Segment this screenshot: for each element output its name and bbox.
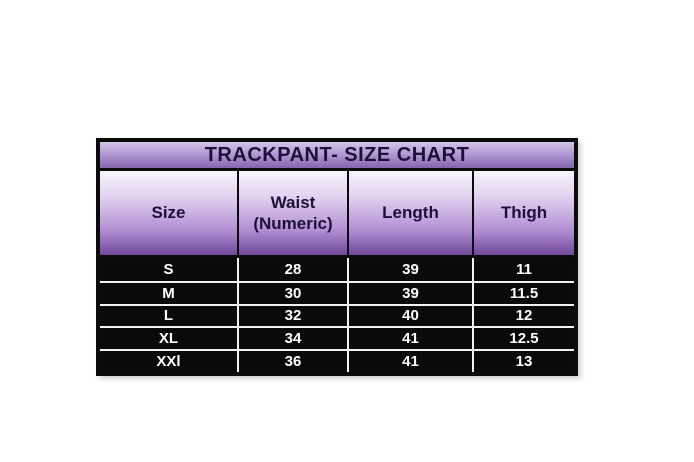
cell-size: XXl xyxy=(156,353,181,371)
cell-size: M xyxy=(162,284,175,302)
table-row: XXl 36 41 13 xyxy=(100,349,574,372)
column-header-length: Length xyxy=(347,171,472,255)
table-body: S 28 39 11 M 30 39 11.5 L 32 40 12 XL 34… xyxy=(100,258,574,372)
cell-thigh: 11 xyxy=(472,258,574,281)
table-row: XL 34 41 12.5 xyxy=(100,326,574,350)
size-chart-table: TRACKPANT- SIZE CHART Size Waist (Numeri… xyxy=(96,138,578,376)
table-row: S 28 39 11 xyxy=(100,258,574,281)
size-chart-title: TRACKPANT- SIZE CHART xyxy=(100,142,574,171)
column-header-thigh: Thigh xyxy=(472,171,574,255)
table-header-row: Size Waist (Numeric) Length Thigh xyxy=(100,171,574,258)
column-header-waist: Waist (Numeric) xyxy=(237,171,347,255)
cell-size: L xyxy=(163,307,174,325)
cell-length: 41 xyxy=(347,351,472,372)
cell-thigh: 11.5 xyxy=(472,282,574,304)
cell-length: 40 xyxy=(347,305,472,327)
cell-length: 39 xyxy=(347,258,472,281)
cell-size: S xyxy=(163,260,174,278)
cell-waist: 28 xyxy=(237,258,347,281)
table-row: M 30 39 11.5 xyxy=(100,280,574,304)
cell-thigh: 12.5 xyxy=(472,328,574,350)
cell-waist: 34 xyxy=(237,328,347,350)
cell-thigh: 12 xyxy=(472,305,574,327)
cell-length: 39 xyxy=(347,282,472,304)
cell-waist: 36 xyxy=(237,351,347,372)
column-header-size: Size xyxy=(151,203,186,223)
cell-waist: 30 xyxy=(237,282,347,304)
cell-size: XL xyxy=(158,330,179,348)
cell-waist: 32 xyxy=(237,305,347,327)
table-row: L 32 40 12 xyxy=(100,303,574,327)
cell-length: 41 xyxy=(347,328,472,350)
cell-thigh: 13 xyxy=(472,351,574,372)
